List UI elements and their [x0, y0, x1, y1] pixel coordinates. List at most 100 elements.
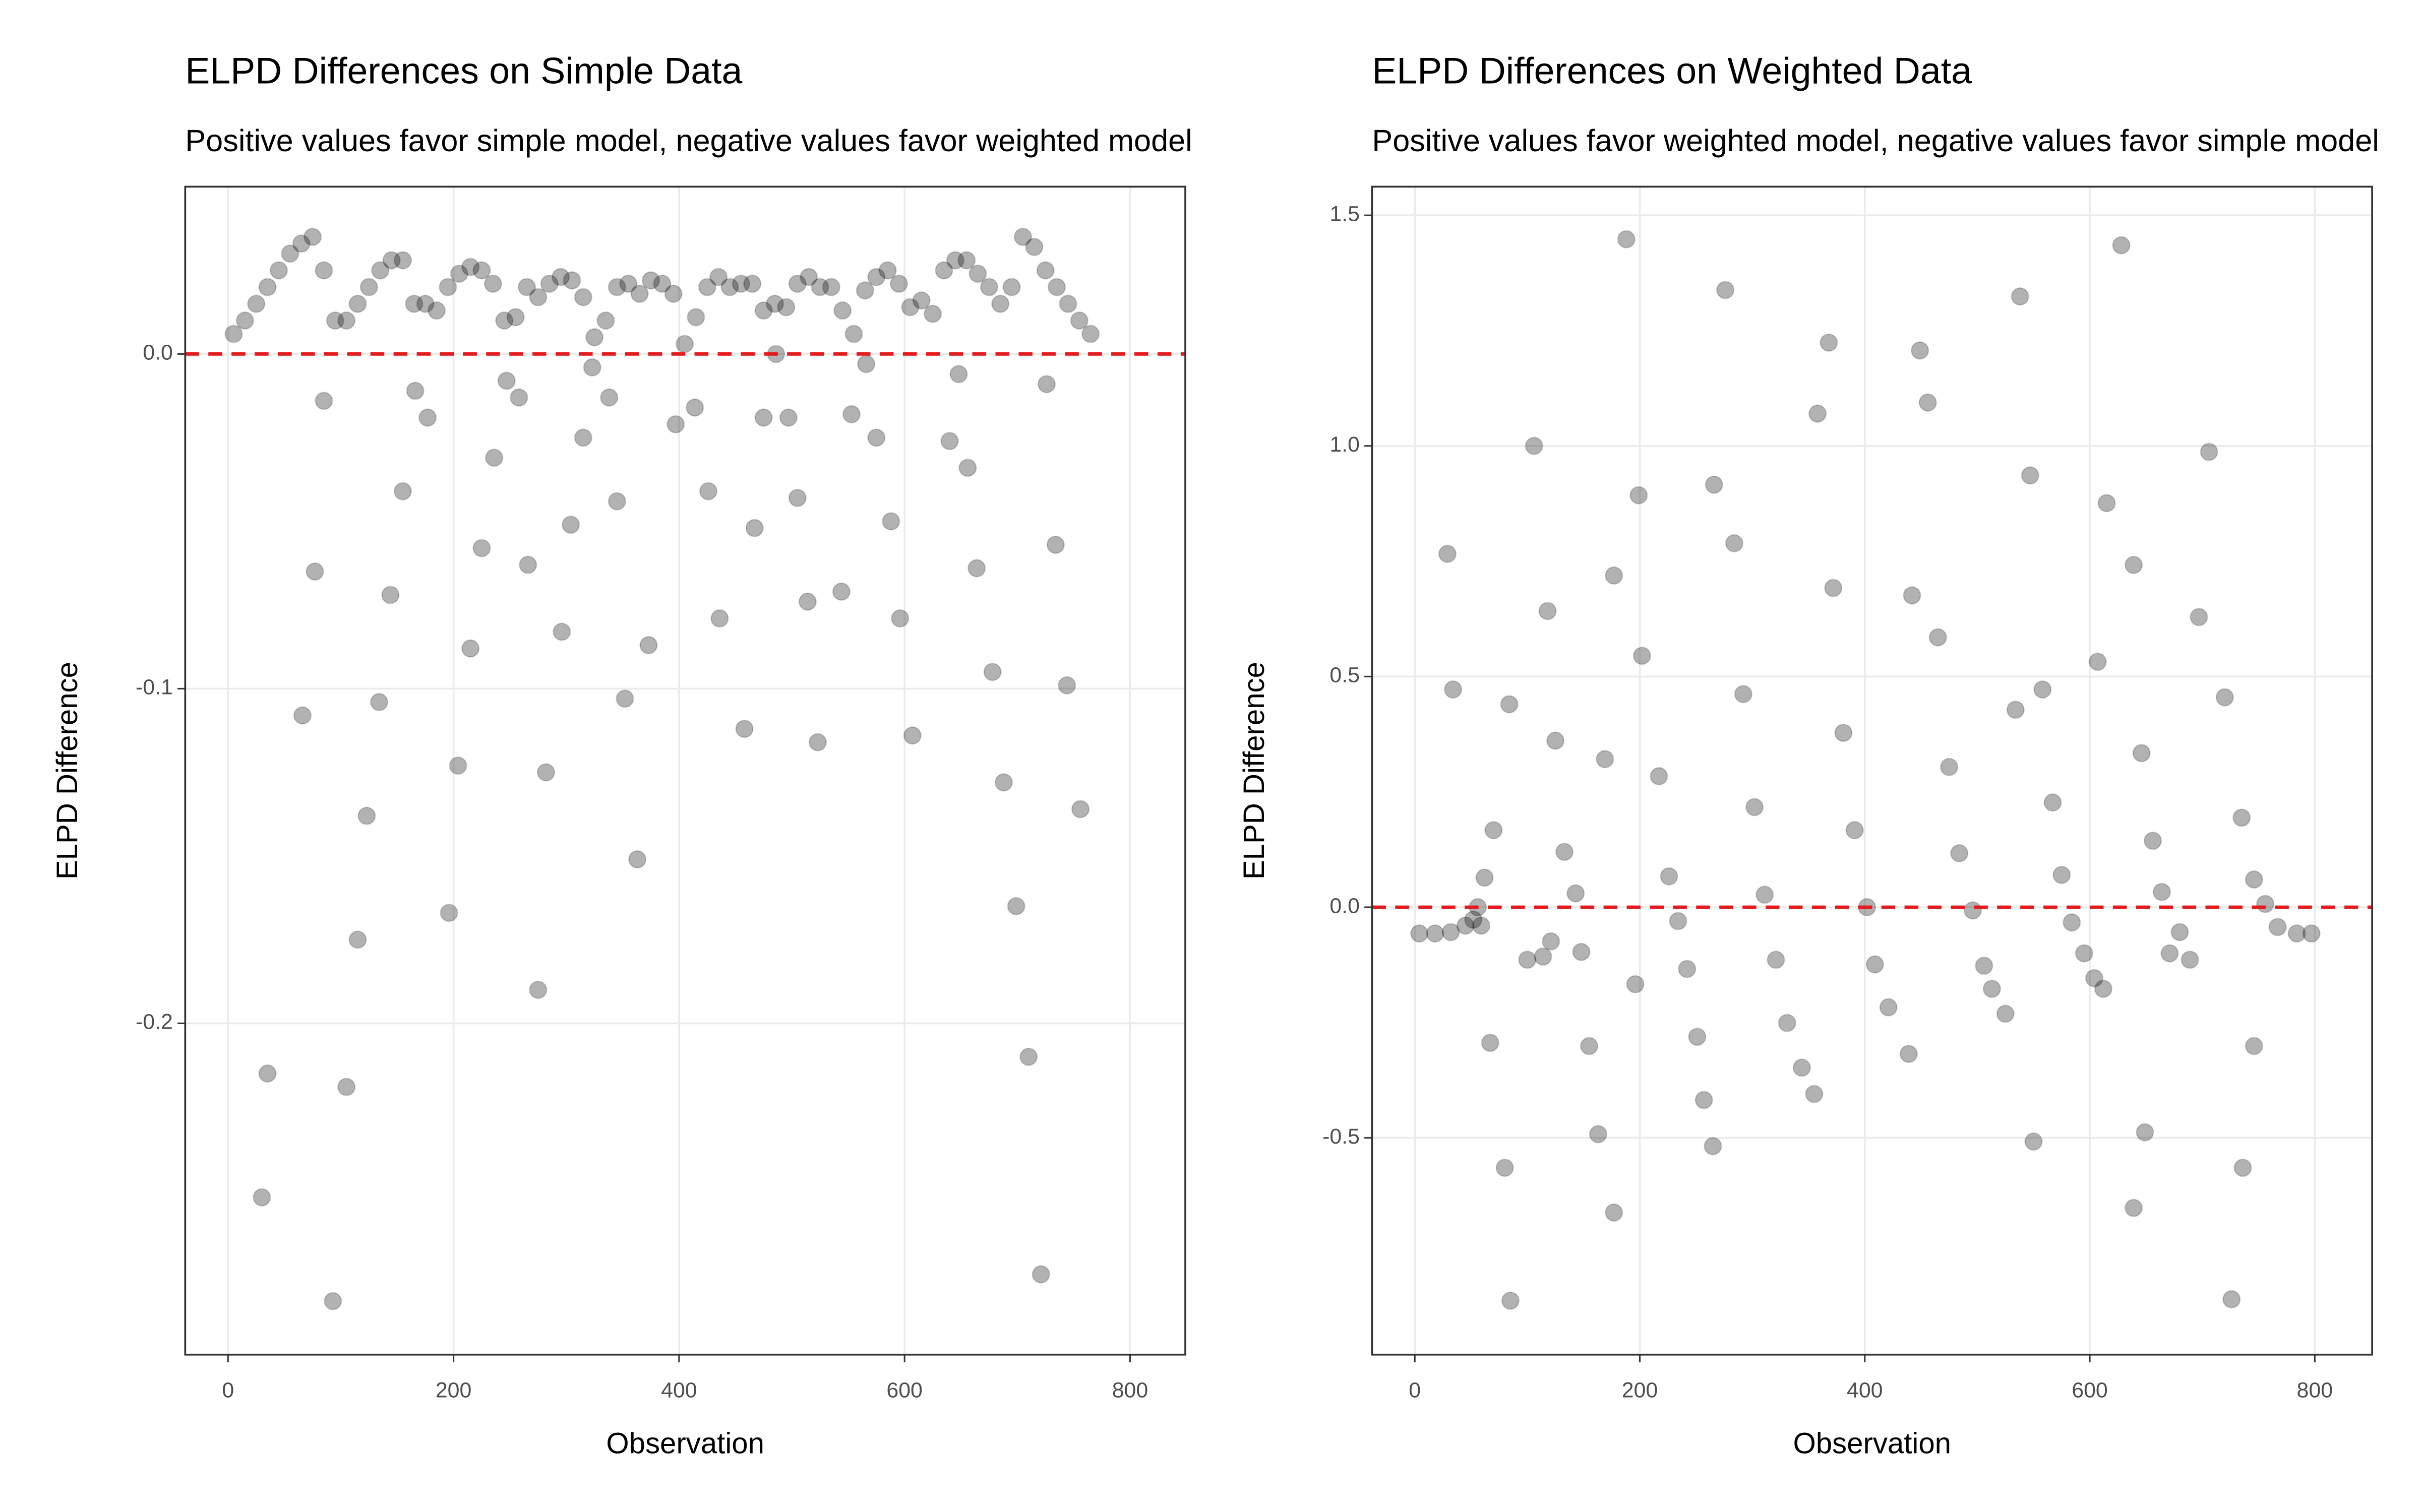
point [337, 1078, 356, 1096]
point [348, 294, 367, 313]
point [529, 288, 548, 306]
point [2245, 870, 2263, 889]
point [382, 251, 401, 270]
point [1669, 912, 1687, 930]
point [2215, 688, 2234, 707]
point [800, 268, 818, 286]
point [619, 274, 638, 293]
point [2043, 793, 2062, 812]
point [616, 689, 634, 708]
y-tick-label: 0.0 [143, 341, 173, 365]
point [1566, 884, 1585, 903]
point [882, 512, 900, 531]
point [281, 244, 299, 263]
point [449, 757, 467, 775]
point [639, 636, 658, 655]
point [224, 325, 243, 343]
point [788, 488, 807, 507]
point [439, 278, 457, 296]
point [842, 405, 861, 423]
point [1441, 923, 1460, 941]
point [1982, 979, 2001, 998]
point [2190, 608, 2208, 626]
point [1518, 951, 1537, 969]
point [1845, 821, 1864, 840]
point [1725, 534, 1743, 552]
point [1695, 1091, 1713, 1109]
point [510, 388, 528, 407]
point [641, 271, 660, 290]
chart-subtitle: Positive values favor weighted model, ne… [1372, 123, 2379, 158]
point [710, 609, 729, 628]
point [2052, 865, 2071, 884]
point [798, 592, 817, 611]
point [980, 278, 998, 296]
point [1542, 932, 1560, 951]
x-axis-title: Observation [1793, 1427, 1951, 1460]
point [743, 274, 762, 293]
point [529, 980, 548, 999]
point [253, 1188, 271, 1207]
point [958, 459, 977, 477]
point [485, 449, 504, 467]
point [2021, 466, 2039, 485]
point [585, 328, 604, 347]
point [519, 555, 537, 574]
chart-subtitle: Positive values favor simple model, nega… [185, 123, 1192, 158]
point [552, 268, 570, 286]
point [1834, 723, 1853, 742]
point [699, 482, 718, 500]
point [1778, 1014, 1796, 1032]
x-tick-label: 600 [2072, 1378, 2107, 1403]
point [600, 388, 619, 407]
point [2088, 653, 2107, 671]
point [497, 371, 516, 390]
point [1456, 916, 1475, 935]
point [1444, 680, 1463, 699]
point [1899, 1044, 1918, 1063]
point [788, 274, 807, 293]
point [1032, 1265, 1050, 1284]
point [1058, 676, 1076, 695]
point [891, 609, 910, 628]
point [2302, 924, 2321, 943]
point [1081, 325, 1100, 343]
point [450, 264, 468, 283]
y-tick-label: -0.5 [1322, 1124, 1360, 1149]
point [540, 274, 559, 293]
point [583, 358, 601, 377]
point [1629, 486, 1648, 505]
point [1572, 942, 1591, 961]
point [901, 298, 920, 317]
point [2245, 1037, 2263, 1055]
point [1036, 261, 1055, 280]
point [393, 251, 412, 270]
point [720, 278, 739, 296]
point [506, 308, 525, 327]
point [1019, 1047, 1038, 1066]
point [653, 274, 672, 293]
point [687, 308, 705, 327]
point [1481, 1034, 1499, 1052]
point [1865, 955, 1884, 974]
point [1025, 237, 1044, 256]
point [754, 408, 773, 427]
point [2232, 808, 2251, 827]
point [1605, 566, 1623, 585]
point [1617, 230, 1636, 248]
point [754, 301, 773, 320]
point [1410, 924, 1429, 943]
point [1534, 947, 1552, 966]
point [732, 274, 750, 293]
point [2170, 923, 2189, 941]
point [1501, 1291, 1520, 1310]
point [1484, 821, 1503, 840]
plot-background [1372, 186, 2373, 1355]
point [867, 268, 886, 286]
point [924, 304, 942, 323]
point [994, 773, 1013, 792]
point [878, 261, 897, 280]
point [957, 251, 976, 270]
point [1767, 951, 1785, 969]
